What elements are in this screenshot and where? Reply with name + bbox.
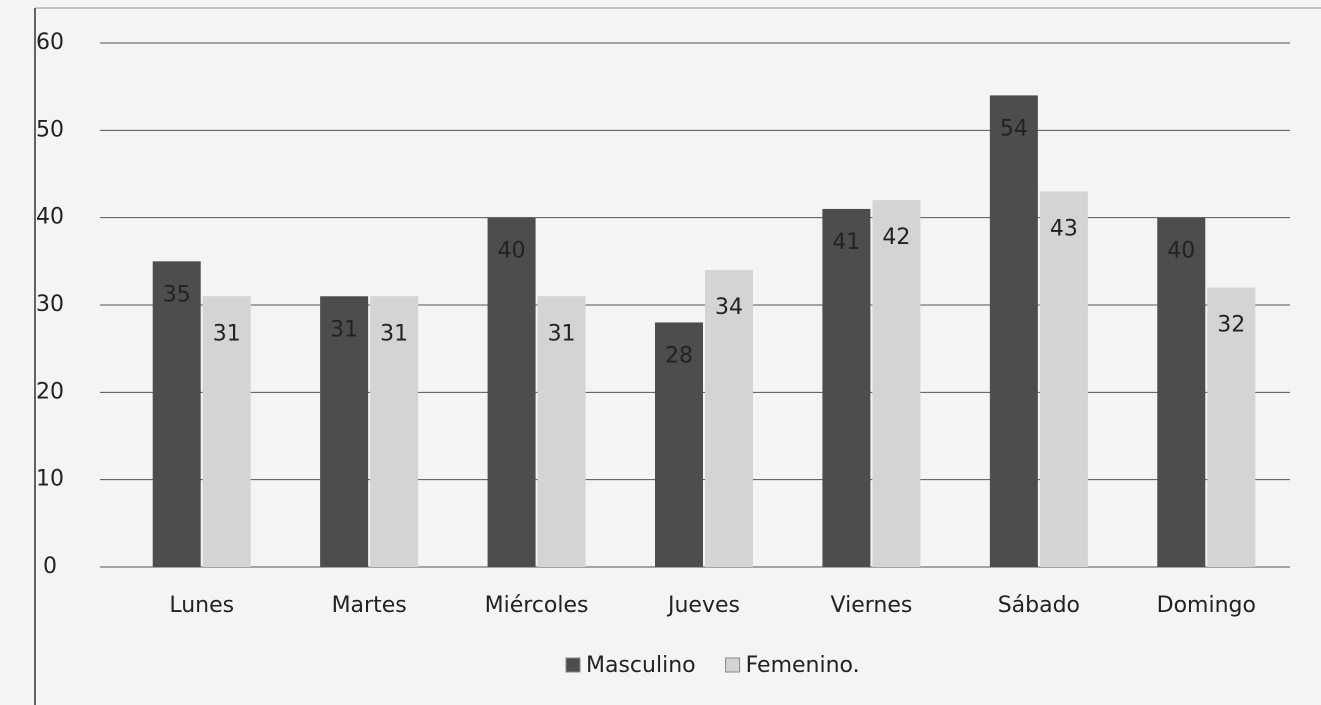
bar <box>989 95 1038 568</box>
y-tick-label: 30 <box>36 292 64 317</box>
bar <box>320 296 369 567</box>
bar <box>487 217 536 567</box>
legend-label: Femenino. <box>746 653 860 678</box>
bar <box>1157 217 1206 567</box>
data-label: 43 <box>1050 216 1078 241</box>
data-label: 31 <box>330 317 358 342</box>
x-tick-label: Viernes <box>831 593 913 618</box>
legend-swatch <box>565 657 581 673</box>
x-tick-label: Jueves <box>666 593 740 618</box>
y-tick-label: 40 <box>36 205 64 230</box>
data-label: 41 <box>832 230 860 255</box>
x-tick-label: Domingo <box>1157 593 1256 618</box>
bar <box>370 296 419 567</box>
data-label: 54 <box>1000 116 1028 141</box>
x-tick-label: Martes <box>332 593 407 618</box>
x-tick-label: Miércoles <box>485 593 589 618</box>
bar <box>655 322 703 567</box>
data-label: 40 <box>498 239 526 264</box>
y-tick-label: 60 <box>36 30 64 55</box>
bar <box>872 200 921 567</box>
bar <box>1039 191 1088 567</box>
y-tick-label: 10 <box>36 467 64 492</box>
bar <box>152 261 201 567</box>
y-tick-label: 20 <box>36 379 64 404</box>
data-label: 31 <box>380 321 408 346</box>
x-tick-label: Sábado <box>998 593 1080 618</box>
bar <box>1207 287 1256 567</box>
data-label: 28 <box>665 343 693 368</box>
y-tick-label: 0 <box>43 554 57 579</box>
bar <box>705 270 753 567</box>
data-label: 34 <box>715 295 743 320</box>
data-label: 31 <box>213 321 241 346</box>
legend-swatch <box>725 657 741 673</box>
legend-label: Masculino <box>586 653 696 678</box>
x-tick-label: Lunes <box>169 593 234 618</box>
data-label: 42 <box>882 225 910 250</box>
data-label: 32 <box>1217 313 1245 338</box>
bar <box>822 208 871 567</box>
data-label: 35 <box>163 282 191 307</box>
bar <box>202 296 251 567</box>
data-label: 31 <box>548 321 576 346</box>
y-tick-label: 50 <box>36 117 64 142</box>
data-label: 40 <box>1167 239 1195 264</box>
bar <box>537 296 586 567</box>
